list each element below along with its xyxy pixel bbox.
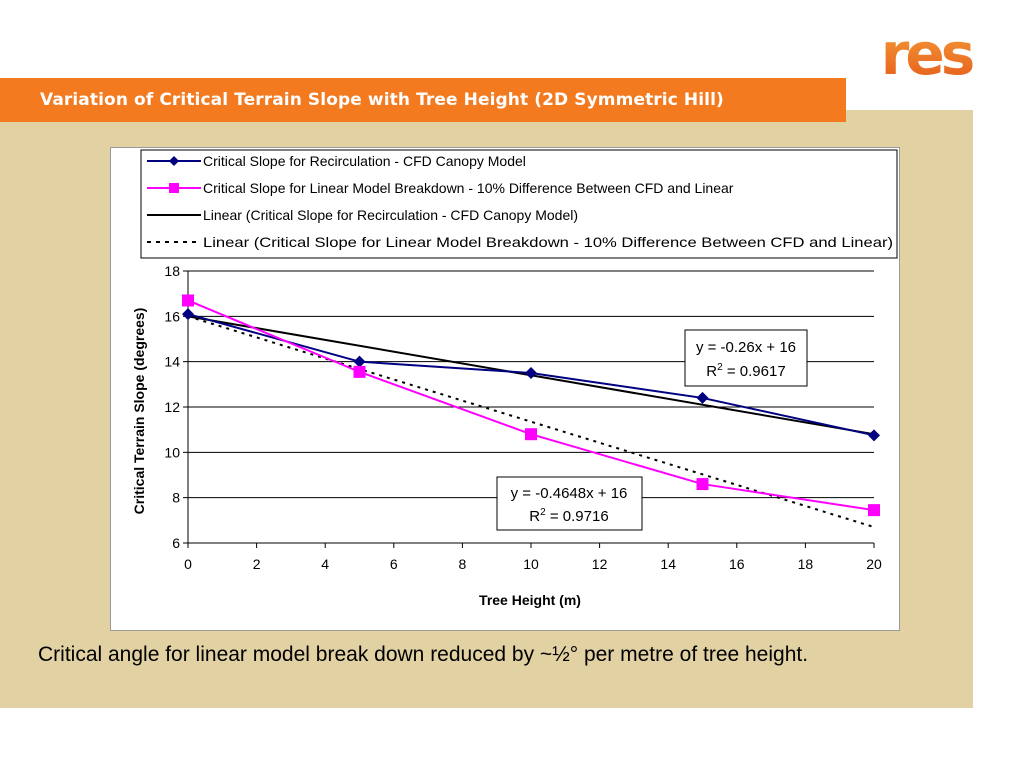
equation-box-cfd: y = -0.26x + 16 R2 = 0.9617	[684, 329, 808, 387]
x-tick-label: 4	[321, 556, 329, 572]
legend-label-cfd: Critical Slope for Recirculation - CFD C…	[203, 153, 526, 169]
line-chart: Critical Slope for Recirculation - CFD C…	[131, 149, 898, 608]
x-tick-label: 12	[592, 556, 608, 572]
title-bar: Variation of Critical Terrain Slope with…	[0, 78, 846, 122]
y-tick-label: 8	[172, 490, 180, 506]
data-point-square	[353, 365, 366, 378]
res-logo: res	[881, 22, 977, 84]
legend-label-trend-breakdown: Linear (Critical Slope for Linear Model …	[203, 234, 893, 250]
data-point-square	[182, 294, 194, 307]
equation-box-breakdown-frame	[496, 476, 643, 531]
data-point-diamond	[696, 391, 709, 404]
x-tick-label: 18	[798, 556, 814, 572]
equation-cfd: y = -0.26x + 16	[696, 339, 796, 356]
data-point-diamond	[182, 308, 194, 321]
y-tick-label: 14	[164, 354, 180, 370]
legend: Critical Slope for Recirculation - CFD C…	[140, 149, 898, 259]
data-point-square	[868, 504, 880, 517]
x-tick-label: 0	[184, 556, 192, 572]
y-tick-label: 10	[164, 444, 180, 460]
legend-frame	[140, 149, 898, 259]
x-tick-label: 2	[253, 556, 261, 572]
x-tick-label: 16	[729, 556, 745, 572]
y-tick-label: 18	[164, 263, 180, 279]
legend-marker-breakdown	[169, 183, 179, 193]
chart-container: Critical Slope for Recirculation - CFD C…	[110, 147, 900, 631]
data-point-diamond	[868, 429, 880, 442]
data-point-diamond	[353, 355, 366, 368]
y-tick-label: 6	[172, 535, 180, 551]
legend-label-breakdown: Critical Slope for Linear Model Breakdow…	[203, 180, 734, 196]
x-tick-label: 6	[390, 556, 398, 572]
x-axis-label: Tree Height (m)	[479, 592, 581, 608]
data-point-square	[696, 478, 709, 491]
y-tick-label: 12	[164, 399, 180, 415]
x-tick-label: 10	[523, 556, 539, 572]
legend-label-trend-cfd: Linear (Critical Slope for Recirculation…	[203, 207, 578, 223]
page-title: Variation of Critical Terrain Slope with…	[40, 90, 724, 110]
y-axis-label: Critical Terrain Slope (degrees)	[131, 308, 147, 515]
r-squared-breakdown: R2 = 0.9716	[529, 507, 608, 525]
equation-box-cfd-frame	[684, 329, 808, 387]
x-tick-label: 8	[459, 556, 467, 572]
caption: Critical angle for linear model break do…	[38, 643, 809, 666]
equation-breakdown: y = -0.4648x + 16	[511, 485, 628, 502]
legend-marker-cfd	[169, 156, 179, 166]
data-point-square	[525, 428, 537, 441]
x-tick-label: 20	[866, 556, 882, 572]
x-tick-label: 14	[660, 556, 676, 572]
equation-box-breakdown: y = -0.4648x + 16 R2 = 0.9716	[496, 476, 643, 531]
y-tick-label: 16	[164, 308, 180, 324]
r-squared-cfd: R2 = 0.9617	[706, 362, 785, 380]
plot-area: 6 8 10 12 14 16 18 0 2 4 6 8 10 12 14 16 18 20	[164, 263, 882, 572]
data-point-diamond	[525, 367, 537, 379]
logo-text: res	[881, 22, 973, 84]
